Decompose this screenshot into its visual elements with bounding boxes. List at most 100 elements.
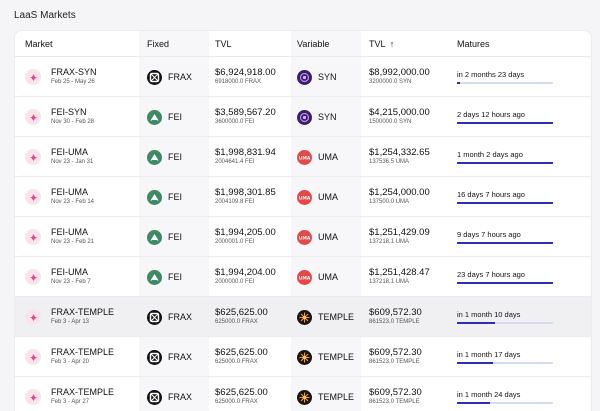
fei-icon (147, 109, 162, 125)
table-row[interactable]: FRAX-TEMPLE Feb 3 - Apr 20 FRAX $625,625… (15, 337, 591, 377)
market-dates: Nov 23 - Feb 14 (51, 199, 95, 205)
table-row[interactable]: FEI-UMA Nov 23 - Jan 31 FEI $1,998,831.9… (15, 137, 591, 177)
variable-tvl-cell: $1,254,000.00 137500.0 UMA (369, 177, 430, 217)
header-fixed[interactable]: Fixed (147, 38, 170, 49)
fixed-tvl: $1,998,831.94 (215, 147, 276, 158)
market-dates: Nov 30 - Feb 28 (51, 119, 95, 125)
table-row[interactable]: FEI-UMA Nov 23 - Feb 7 FEI $1,994,204.00… (15, 257, 591, 297)
fixed-tvl-cell: $625,625.00 625000.0 FRAX (215, 377, 268, 411)
fixed-cell: FRAX (147, 297, 192, 337)
fei-icon (147, 269, 162, 285)
temple-icon (297, 309, 312, 325)
frax-icon (147, 309, 162, 325)
fixed-tvl: $625,625.00 (215, 387, 268, 398)
market-dates: Feb 3 - Apr 13 (51, 319, 90, 325)
temple-icon (297, 389, 312, 405)
frax-icon (147, 389, 162, 405)
variable-tvl-cell: $1,254,332.65 137536.5 UMA (369, 137, 430, 177)
fixed-token: FRAX (168, 72, 193, 82)
variable-amount: 861523.0 TEMPLE (369, 399, 420, 405)
matures-text: 1 month 2 days ago (457, 150, 523, 159)
header-tvl-fixed[interactable]: TVL (215, 38, 232, 49)
variable-cell: UMA UMA (297, 257, 338, 297)
uma-icon: UMA (297, 269, 312, 285)
variable-tvl-cell: $8,992,000.00 3200000.0 SYN (369, 57, 430, 97)
variable-token: SYN (318, 112, 337, 122)
fixed-amount: 2004109.8 FEI (215, 199, 255, 205)
header-variable[interactable]: Variable (297, 38, 330, 49)
variable-token: UMA (318, 152, 338, 162)
market-cell: FEI-UMA Nov 23 - Feb 21 (25, 217, 94, 257)
variable-tvl-cell: $609,572.30 861523.0 TEMPLE (369, 297, 422, 337)
market-cell: FEI-UMA Nov 23 - Feb 14 (25, 177, 94, 217)
variable-cell: UMA UMA (297, 137, 338, 177)
header-tvl-variable[interactable]: TVL ↑ (369, 39, 394, 49)
variable-tvl: $4,215,000.00 (369, 107, 430, 118)
fixed-cell: FEI (147, 177, 182, 217)
maturity-progress-bar (457, 122, 553, 124)
maturity-progress-bar (457, 322, 553, 324)
matures-cell: 23 days 7 hours ago (457, 257, 553, 297)
market-name: FRAX-TEMPLE (51, 387, 115, 397)
maturity-progress-fill (457, 282, 553, 284)
maturity-progress-bar (457, 162, 553, 164)
variable-cell: SYN (297, 57, 337, 97)
variable-amount: 137218.1 UMA (369, 239, 410, 245)
maturity-progress-fill (457, 82, 460, 84)
table-row[interactable]: FEI-SYN Nov 30 - Feb 28 FEI $3,589,567.2… (15, 97, 591, 137)
market-icon (25, 389, 41, 405)
matures-text: in 1 month 24 days (457, 390, 521, 399)
variable-amount: 3200000.0 SYN (369, 79, 412, 85)
fixed-tvl-cell: $625,625.00 625000.0 FRAX (215, 297, 268, 337)
variable-cell: TEMPLE (297, 337, 354, 377)
fixed-tvl-cell: $1,994,205.00 2000001.0 FEI (215, 217, 276, 257)
variable-amount: 861523.0 TEMPLE (369, 319, 420, 325)
table-row[interactable]: FEI-UMA Nov 23 - Feb 14 FEI $1,998,301.8… (15, 177, 591, 217)
market-icon (25, 149, 41, 165)
fixed-tvl: $6,924,918.00 (215, 67, 276, 78)
svg-text:UMA: UMA (299, 275, 311, 281)
svg-text:UMA: UMA (299, 235, 311, 241)
fixed-cell: FRAX (147, 57, 192, 97)
table-row[interactable]: FEI-UMA Nov 23 - Feb 21 FEI $1,994,205.0… (15, 217, 591, 257)
maturity-progress-fill (457, 162, 553, 164)
variable-amount: 861523.0 TEMPLE (369, 359, 420, 365)
header-market[interactable]: Market (25, 38, 53, 49)
market-icon (25, 309, 41, 325)
matures-text: 2 days 12 hours ago (457, 110, 525, 119)
table-header: Market Fixed TVL Variable TVL ↑ Matures (15, 31, 591, 57)
fixed-tvl: $1,998,301.85 (215, 187, 276, 198)
fixed-column-shade (139, 31, 209, 411)
fixed-amount: 625000.0 FRAX (215, 359, 258, 365)
table-row[interactable]: FRAX-TEMPLE Feb 3 - Apr 13 FRAX $625,625… (15, 297, 591, 337)
header-matures[interactable]: Matures (457, 38, 490, 49)
market-icon (25, 229, 41, 245)
table-row[interactable]: FRAX-TEMPLE Feb 3 - Apr 27 FRAX $625,625… (15, 377, 591, 411)
table-row[interactable]: FRAX-SYN Feb 25 - May 26 FRAX $6,924,918… (15, 57, 591, 97)
variable-amount: 1500000.0 SYN (369, 119, 412, 125)
market-icon (25, 109, 41, 125)
market-cell: FRAX-SYN Feb 25 - May 26 (25, 57, 97, 97)
market-cell: FEI-SYN Nov 30 - Feb 28 (25, 97, 94, 137)
matures-cell: in 1 month 17 days (457, 337, 553, 377)
market-name: FRAX-TEMPLE (51, 307, 115, 317)
uma-icon: UMA (297, 149, 312, 165)
variable-amount: 137218.1 UMA (369, 279, 410, 285)
markets-table: Market Fixed TVL Variable TVL ↑ Matures … (14, 30, 592, 411)
market-icon (25, 349, 41, 365)
fixed-tvl-cell: $1,998,301.85 2004109.8 FEI (215, 177, 276, 217)
market-name: FRAX-TEMPLE (51, 347, 115, 357)
market-dates: Nov 23 - Jan 31 (51, 159, 94, 165)
fixed-tvl: $1,994,205.00 (215, 227, 276, 238)
market-name: FRAX-SYN (51, 67, 97, 77)
fixed-tvl-cell: $1,994,204.00 2000000.0 FEI (215, 257, 276, 297)
market-dates: Feb 3 - Apr 20 (51, 359, 90, 365)
fixed-cell: FRAX (147, 337, 192, 377)
fixed-tvl: $625,625.00 (215, 307, 268, 318)
fei-icon (147, 229, 162, 245)
variable-cell: SYN (297, 97, 337, 137)
matures-cell: 9 days 7 hours ago (457, 217, 553, 257)
matures-text: in 1 month 17 days (457, 350, 521, 359)
variable-tvl: $1,254,000.00 (369, 187, 430, 198)
fixed-token: FEI (168, 272, 183, 282)
